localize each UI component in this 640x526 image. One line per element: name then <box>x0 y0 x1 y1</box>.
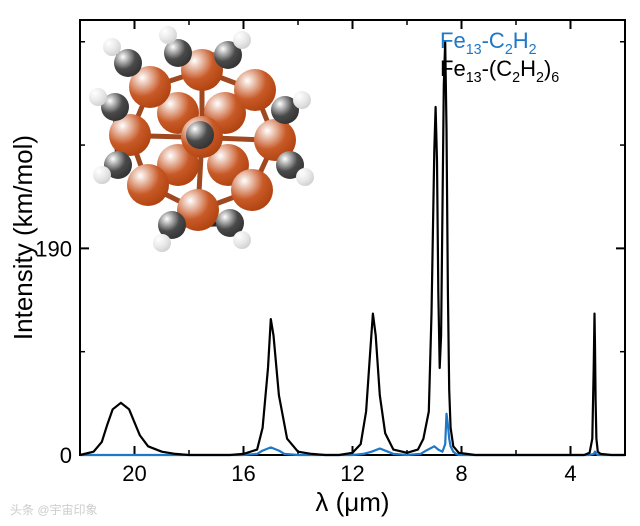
atom-C <box>186 121 214 149</box>
legend-item: Fe13-C2H2 <box>440 28 537 58</box>
x-tick-label: 16 <box>231 461 255 486</box>
x-tick-label: 4 <box>564 461 576 486</box>
x-tick-label: 12 <box>340 461 364 486</box>
watermark-text: 头条 @宇宙印象 <box>10 501 98 518</box>
atom-H <box>296 168 314 186</box>
y-axis-label: Intensity (km/mol) <box>8 135 38 340</box>
atom-Fe <box>234 69 276 111</box>
chart-container: 20 16 12 8 4 0 190 λ (μm) Intensity (km/mol) Fe13… <box>0 0 640 526</box>
atom-H <box>153 234 171 252</box>
legend-item: Fe13-(C2H2)6 <box>440 56 559 86</box>
molecule-inset <box>90 25 315 250</box>
x-tick-label: 8 <box>455 461 467 486</box>
y-tick-label: 190 <box>35 236 72 261</box>
atom-H <box>89 88 107 106</box>
y-tick-label: 0 <box>60 443 72 468</box>
atom-Fe <box>127 164 169 206</box>
atom-H <box>103 38 121 56</box>
atom-H <box>233 231 251 249</box>
atom-H <box>293 91 311 109</box>
atom-H <box>93 166 111 184</box>
x-tick-label: 20 <box>122 461 146 486</box>
atom-Fe <box>231 169 273 211</box>
atom-H <box>159 26 177 44</box>
x-axis-label: λ (μm) <box>315 487 389 517</box>
atom-H <box>233 31 251 49</box>
